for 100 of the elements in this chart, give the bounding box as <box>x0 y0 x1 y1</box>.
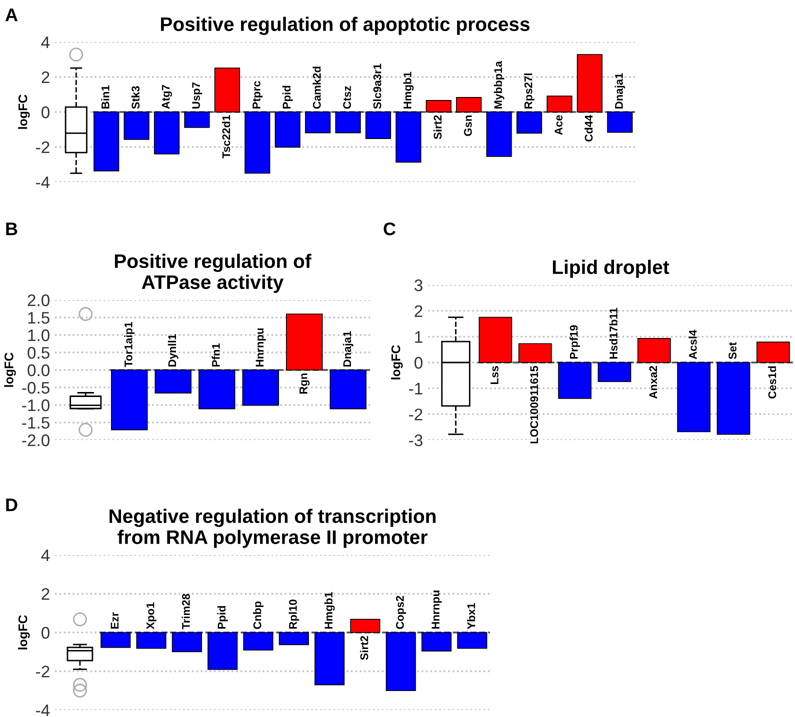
chart-title: Negative regulation of transcription from RNA polymerase II promoter <box>110 508 436 548</box>
x-tick-label: Hmgb1 <box>403 72 414 108</box>
y-tick-label: 2.0 <box>28 294 50 306</box>
x-tick-label: Xpo1 <box>146 602 156 630</box>
y-axis-title: logFC <box>18 615 30 650</box>
x-tick-label: Dynll1 <box>168 334 178 366</box>
y-tick-label: -2 <box>36 141 50 154</box>
x-tick-label: Tor1aip1 <box>124 322 135 368</box>
bar <box>518 343 552 363</box>
x-tick-label: Ppid <box>217 606 228 629</box>
y-tick-label: 0.0 <box>28 364 50 376</box>
x-tick-label: Ppid <box>282 86 293 108</box>
y-tick-label: 3 <box>414 279 422 292</box>
x-tick-label: Cd44 <box>584 114 593 142</box>
bar <box>214 68 240 112</box>
bar <box>154 112 180 154</box>
text: D <box>6 498 18 512</box>
y-tick-label: 2 <box>414 305 422 317</box>
chart-title: Lipid droplet <box>552 260 670 278</box>
y-axis-title: logFC <box>391 345 403 380</box>
y-axis-title: logFC <box>18 94 30 129</box>
bar <box>516 112 542 134</box>
x-tick-label: Anxa2 <box>649 366 658 399</box>
x-tick-label: Hmgb1 <box>324 592 335 629</box>
bar <box>365 112 392 140</box>
y-tick-label: -1 <box>409 382 422 394</box>
y-tick-label: 4 <box>41 550 50 562</box>
x-tick-label: Set <box>728 342 736 360</box>
x-tick-label: Bin1 <box>101 85 110 108</box>
x-tick-label: Slc9a3r1 <box>373 64 382 109</box>
x-tick-label: Sirt2 <box>433 115 442 140</box>
x-tick-label: Pfn1 <box>212 343 220 366</box>
bar <box>396 112 422 163</box>
x-tick-label: Atg7 <box>162 85 172 109</box>
x-tick-label: Ces1d <box>768 366 776 398</box>
bar <box>716 362 750 435</box>
x-tick-label: Mybbp1a <box>494 60 504 108</box>
bar <box>546 96 572 112</box>
x-tick-label: Ptprc <box>252 81 263 108</box>
y-tick-label: 1.5 <box>28 312 50 324</box>
bar <box>244 112 270 174</box>
x-tick-label: Hnrnpu <box>432 590 442 629</box>
bar <box>478 316 512 363</box>
bar <box>184 112 210 128</box>
y-tick-label: 1 <box>415 331 422 343</box>
chart-title: Positive regulation of apoptotic process <box>161 16 530 36</box>
y-tick-label: -4 <box>36 176 50 188</box>
y-tick-label: 0 <box>414 356 422 369</box>
y-tick-label: -0.5 <box>22 382 50 394</box>
x-tick-label: Ace <box>554 115 562 135</box>
bar <box>335 112 361 134</box>
text: B <box>6 222 18 236</box>
bar <box>756 342 790 363</box>
y-tick-label: 1.0 <box>28 329 50 342</box>
x-tick-label: Dnaja1 <box>342 331 354 366</box>
y-tick-label: 4 <box>41 36 50 48</box>
bar <box>94 112 120 172</box>
x-tick-label: Ybx1 <box>466 603 476 630</box>
x-tick-label: Prpf19 <box>570 325 580 359</box>
y-axis-title: logFC <box>4 352 16 387</box>
bar <box>426 100 452 112</box>
y-tick-label: -2 <box>36 666 50 678</box>
bar <box>124 112 150 140</box>
bar <box>598 362 632 382</box>
y-tick-label: 2 <box>42 71 50 84</box>
x-tick-label: Stk3 <box>131 86 140 109</box>
bar <box>637 338 671 363</box>
y-tick-label: -1.5 <box>22 417 50 429</box>
x-tick-label: Trim28 <box>182 594 190 630</box>
x-tick-label: Cops2 <box>396 596 406 629</box>
y-tick-label: 0 <box>42 626 50 639</box>
x-tick-label: Dnaja1 <box>614 73 626 108</box>
text: C <box>384 222 396 236</box>
chart-title: Positive regulation of ATPase activity <box>114 254 312 293</box>
y-tick-label: 0 <box>42 106 50 118</box>
x-tick-label: Rpl10 <box>288 600 300 629</box>
y-tick-label: -3 <box>409 434 422 446</box>
x-tick-label: LOC100911615 <box>530 366 538 444</box>
bar <box>456 97 482 112</box>
y-tick-label: -1.0 <box>22 399 50 412</box>
y-tick-label: -2.0 <box>22 434 50 446</box>
x-tick-label: Tsc22d1 <box>222 115 230 158</box>
x-tick-label: Cnbp <box>253 601 264 629</box>
x-tick-label: Sirt2 <box>360 636 368 660</box>
y-tick-label: 0.5 <box>28 346 50 359</box>
x-tick-label: Camk2d <box>312 66 321 109</box>
y-tick-label: -2 <box>409 408 422 420</box>
x-tick-label: Rgn <box>300 373 310 394</box>
x-tick-label: Ctsz <box>343 86 352 109</box>
y-tick-label: 2 <box>42 588 50 600</box>
y-tick-label: -4 <box>36 704 50 716</box>
bar <box>274 112 300 148</box>
x-tick-label: Hnrnpu <box>256 328 266 366</box>
bar <box>576 54 602 112</box>
text: A <box>5 8 18 22</box>
bar <box>677 362 710 432</box>
bar <box>305 112 331 134</box>
x-tick-label: Lss <box>490 366 498 384</box>
x-tick-label: Usp7 <box>192 82 202 109</box>
x-tick-label: Hsd17b11 <box>609 308 618 359</box>
